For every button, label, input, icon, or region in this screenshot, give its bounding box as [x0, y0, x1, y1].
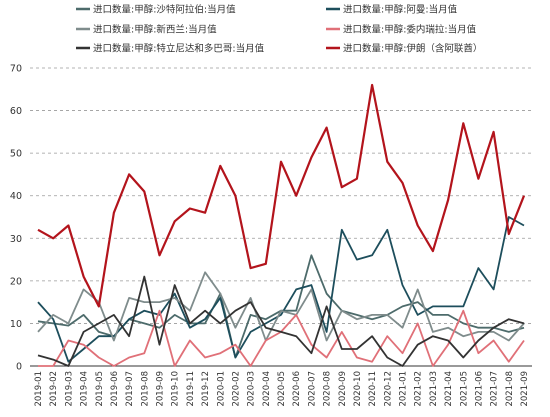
x-tick-label: 2020-05 — [277, 371, 287, 407]
y-tick-label: 70 — [10, 64, 22, 75]
x-tick-label: 2021-08 — [505, 371, 515, 407]
x-tick-label: 2019-05 — [95, 371, 105, 407]
x-tick-label: 2019-11 — [186, 371, 196, 407]
legend-label-4: 进口数量:甲醇:委内瑞拉:当月值 — [343, 24, 477, 36]
x-tick-label: 2021-02 — [414, 371, 424, 407]
x-tick-label: 2021-04 — [444, 371, 454, 407]
x-tick-label: 2019-03 — [64, 371, 74, 407]
series-line-2 — [37, 216, 525, 363]
x-tick-label: 2020-11 — [368, 371, 378, 407]
y-tick-label: 40 — [10, 191, 22, 202]
legend-label-1: 进口数量:甲醇:沙特阿拉伯:当月值 — [93, 4, 236, 16]
x-tick-label: 2019-04 — [80, 371, 90, 407]
x-tick-label: 2020-04 — [262, 371, 272, 407]
x-tick-label: 2020-06 — [292, 371, 302, 407]
x-tick-label: 2021-05 — [459, 371, 469, 407]
x-tick-label: 2020-08 — [323, 371, 333, 407]
y-tick-label: 0 — [16, 362, 22, 373]
legend-label-6: 进口数量:甲醇:伊朗（含阿联酋） — [343, 43, 482, 55]
x-tick-label: 2020-09 — [338, 371, 348, 407]
series-line-5 — [37, 275, 525, 367]
x-tick-label: 2019-12 — [201, 371, 211, 407]
x-tick-label: 2020-12 — [383, 371, 393, 407]
x-tick-label: 2021-01 — [399, 371, 409, 407]
x-tick-label: 2021-03 — [429, 371, 439, 407]
x-tick-label: 2019-01 — [34, 371, 44, 407]
x-tick-label: 2019-10 — [171, 371, 181, 407]
x-tick-label: 2020-10 — [353, 371, 363, 407]
y-tick-label: 10 — [10, 319, 22, 330]
x-tick-label: 2019-09 — [156, 371, 166, 407]
legend: 进口数量:甲醇:沙特阿拉伯:当月值 进口数量:甲醇:阿曼:当月值进口数量:甲醇:新… — [76, 4, 482, 55]
tick-labels: 0 10 20 30 40 50 60 70 2019-01 2019-02 2019-03 2019… — [10, 64, 530, 407]
x-tick-label: 2020-07 — [307, 371, 317, 407]
legend-label-3: 进口数量:甲醇:新西兰:当月值 — [93, 24, 217, 36]
x-tick-label: 2019-02 — [49, 371, 59, 407]
x-tick-label: 2020-02 — [231, 371, 241, 407]
x-tick-label: 2020-03 — [247, 371, 257, 407]
y-tick-label: 50 — [10, 149, 22, 160]
series-line-4 — [38, 309, 525, 367]
x-tick-label: 2021-07 — [490, 371, 500, 407]
legend-label-2: 进口数量:甲醇:阿曼:当月值 — [343, 4, 458, 16]
series-lines — [37, 83, 526, 367]
y-tick-label: 60 — [10, 106, 22, 117]
x-tick-label: 2021-09 — [520, 371, 530, 407]
x-tick-label: 2019-07 — [125, 371, 135, 407]
x-tick-label: 2021-06 — [474, 371, 484, 407]
x-tick-label: 2019-08 — [140, 371, 150, 407]
grid — [30, 67, 532, 324]
legend-label-5: 进口数量:甲醇:特立尼达和多巴哥:当月值 — [93, 43, 265, 55]
x-tick-label: 2020-01 — [216, 371, 226, 407]
y-tick-label: 30 — [10, 234, 22, 245]
series-line-3 — [37, 271, 525, 342]
x-tick-label: 2019-06 — [110, 371, 120, 407]
y-tick-label: 20 — [10, 276, 22, 287]
series-line-6 — [37, 83, 526, 308]
